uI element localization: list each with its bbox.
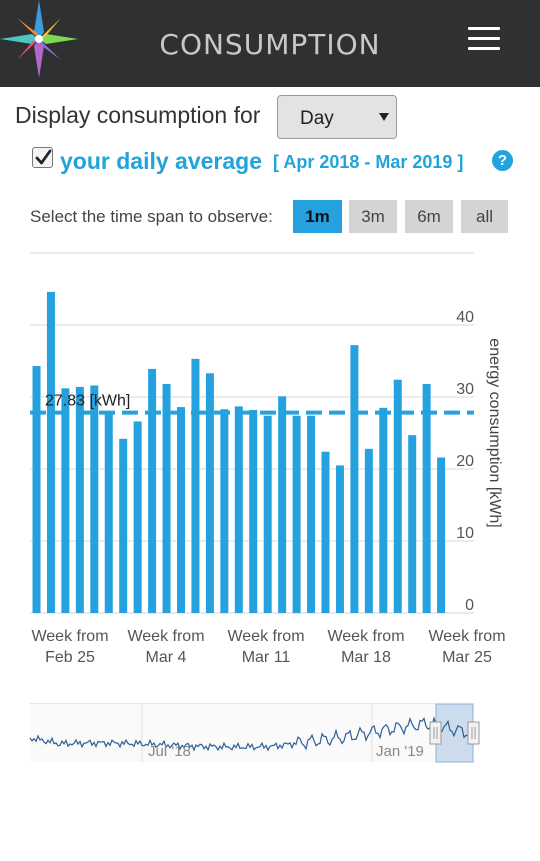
bar[interactable] xyxy=(364,448,373,613)
bar[interactable] xyxy=(263,415,272,613)
compass-star-icon[interactable] xyxy=(0,0,78,78)
x-tick-label: Week from xyxy=(31,628,108,645)
y-axis-label: energy consumption [kWh] xyxy=(486,338,503,527)
bar[interactable] xyxy=(379,407,388,613)
bar[interactable] xyxy=(350,345,359,613)
x-tick-label: Mar 25 xyxy=(442,649,492,666)
navigator-series-line xyxy=(29,716,471,752)
x-tick-label: Week from xyxy=(227,628,304,645)
x-tick-label: Week from xyxy=(127,628,204,645)
question-circle-icon[interactable]: ? xyxy=(492,150,513,171)
bar[interactable] xyxy=(249,409,258,613)
chevron-down-icon xyxy=(379,113,389,121)
timespan-button-all[interactable]: all xyxy=(461,200,508,233)
timespan-button-6m[interactable]: 6m xyxy=(405,200,453,233)
bar[interactable] xyxy=(408,435,417,613)
bar[interactable] xyxy=(307,415,316,613)
bar[interactable] xyxy=(393,379,402,613)
display-label: Display consumption for xyxy=(15,102,261,128)
bar[interactable] xyxy=(75,386,84,613)
period-select[interactable]: Day xyxy=(277,95,397,139)
bar[interactable] xyxy=(90,385,99,613)
bar[interactable] xyxy=(119,438,128,613)
checkmark-icon xyxy=(35,149,52,165)
average-range: [ Apr 2018 - Mar 2019 ] xyxy=(273,152,464,172)
timespan-button-1m[interactable]: 1m xyxy=(293,200,342,233)
x-tick-label: Mar 11 xyxy=(242,649,291,666)
range-navigator[interactable]: Jul '18 Jan '19 xyxy=(0,695,540,775)
bar[interactable] xyxy=(191,358,200,613)
bar[interactable] xyxy=(234,406,243,613)
bar[interactable] xyxy=(46,291,55,613)
bar[interactable] xyxy=(162,384,171,613)
bar[interactable] xyxy=(321,451,330,613)
bar[interactable] xyxy=(422,384,431,613)
bar[interactable] xyxy=(220,409,229,613)
y-tick-label: 0 xyxy=(465,597,474,614)
x-tick-label: Week from xyxy=(327,628,404,645)
navigator-handle-left[interactable] xyxy=(429,721,442,745)
consumption-chart[interactable]: 27.83 [kWh] 0 10 20 30 40 Week from Feb 25 Wee… xyxy=(0,240,540,680)
bar[interactable] xyxy=(32,366,41,613)
timespan-label: Select the time span to observe: xyxy=(30,207,273,226)
bar[interactable] xyxy=(177,407,185,613)
bar[interactable] xyxy=(437,457,446,613)
navigator-label-jul: Jul '18 xyxy=(148,743,191,760)
average-line-label: 27.83 [kWh] xyxy=(45,393,130,410)
navigator-handle-right[interactable] xyxy=(467,721,480,745)
period-select-value: Day xyxy=(300,108,334,129)
bar[interactable] xyxy=(278,396,287,613)
y-tick-label: 20 xyxy=(456,453,474,470)
average-checkbox[interactable] xyxy=(32,147,53,168)
bar[interactable] xyxy=(292,415,301,613)
timespan-button-3m[interactable]: 3m xyxy=(349,200,397,233)
y-tick-label: 40 xyxy=(456,309,474,326)
x-tick-label: Feb 25 xyxy=(45,649,95,666)
x-tick-label: Mar 18 xyxy=(341,649,391,666)
bar[interactable] xyxy=(104,411,113,613)
y-tick-label: 10 xyxy=(456,525,474,542)
bar[interactable] xyxy=(205,373,214,613)
hamburger-menu-icon[interactable] xyxy=(464,24,504,54)
app-header: CONSUMPTION xyxy=(0,0,540,87)
average-label: your daily average xyxy=(60,148,262,174)
bar[interactable] xyxy=(148,368,157,613)
page-title: CONSUMPTION xyxy=(159,28,381,61)
navigator-label-jan: Jan '19 xyxy=(376,743,424,760)
bar[interactable] xyxy=(61,388,70,613)
x-tick-label: Week from xyxy=(428,628,505,645)
bar[interactable] xyxy=(133,421,142,613)
x-tick-label: Mar 4 xyxy=(146,649,187,666)
y-tick-label: 30 xyxy=(456,381,474,398)
bar[interactable] xyxy=(335,465,344,613)
